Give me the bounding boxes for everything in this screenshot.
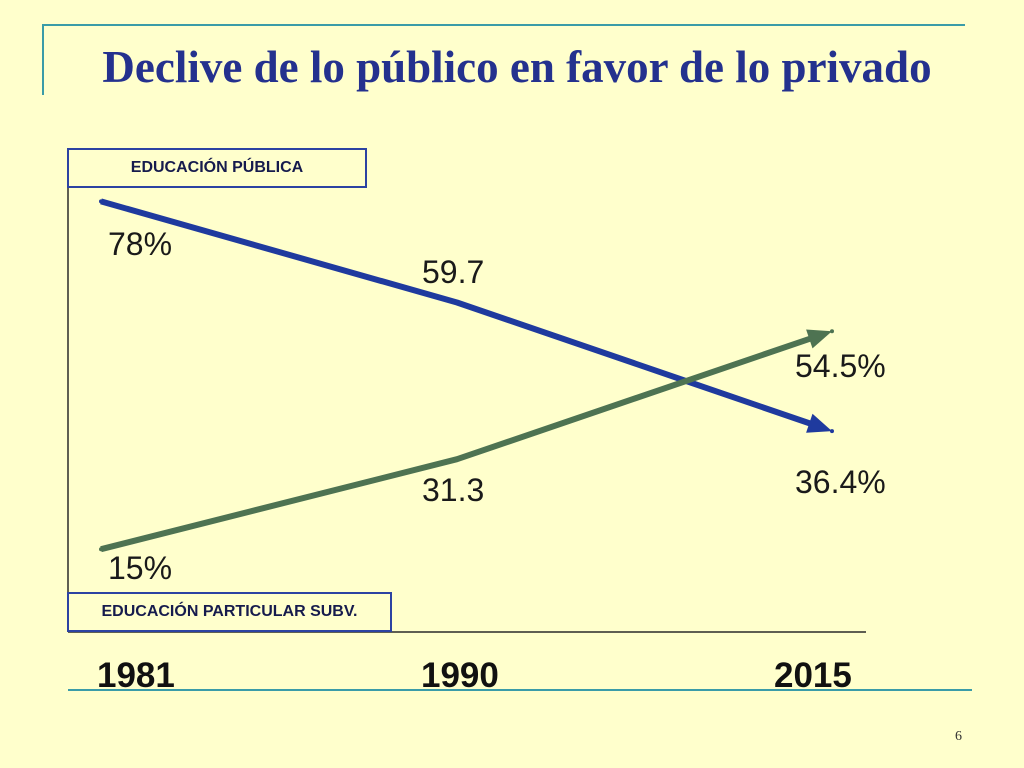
series-line-public bbox=[100, 198, 813, 427]
series-arrowhead-public bbox=[806, 413, 832, 433]
title-left-rule bbox=[42, 24, 44, 95]
x-tick-label-1981: 1981 bbox=[97, 656, 175, 695]
slide-title: Declive de lo público en favor de lo pri… bbox=[102, 42, 932, 92]
legend-box-private: EDUCACIÓN PARTICULAR SUBV. bbox=[67, 592, 392, 632]
data-label-public-2015: 36.4% bbox=[795, 464, 886, 501]
data-point-public-2015 bbox=[830, 429, 834, 434]
data-label-private-1981: 15% bbox=[108, 550, 173, 587]
data-label-public-1981: 78% bbox=[108, 226, 173, 263]
years-rule bbox=[68, 689, 972, 691]
data-point-public-1981 bbox=[99, 199, 103, 204]
data-label-public-1990: 59.7 bbox=[422, 253, 485, 290]
page-number: 6 bbox=[955, 729, 962, 744]
data-point-private-1981 bbox=[99, 547, 103, 552]
legend-label-public: EDUCACIÓN PÚBLICA bbox=[130, 159, 304, 176]
data-point-public-1990 bbox=[455, 300, 459, 305]
series-arrowhead-private bbox=[806, 329, 832, 349]
data-label-private-1990: 31.3 bbox=[422, 472, 485, 509]
legend-box-public: EDUCACIÓN PÚBLICA bbox=[67, 148, 367, 188]
x-tick-label-2015: 2015 bbox=[774, 656, 852, 695]
data-point-private-1990 bbox=[455, 457, 459, 462]
series-line-private bbox=[100, 335, 813, 553]
data-point-private-2015 bbox=[830, 329, 834, 334]
legend-label-private: EDUCACIÓN PARTICULAR SUBV. bbox=[101, 603, 358, 620]
title-top-rule bbox=[42, 24, 965, 26]
series-layer bbox=[99, 198, 834, 553]
data-label-private-2015: 54.5% bbox=[795, 348, 886, 385]
x-tick-label-1990: 1990 bbox=[421, 656, 499, 695]
